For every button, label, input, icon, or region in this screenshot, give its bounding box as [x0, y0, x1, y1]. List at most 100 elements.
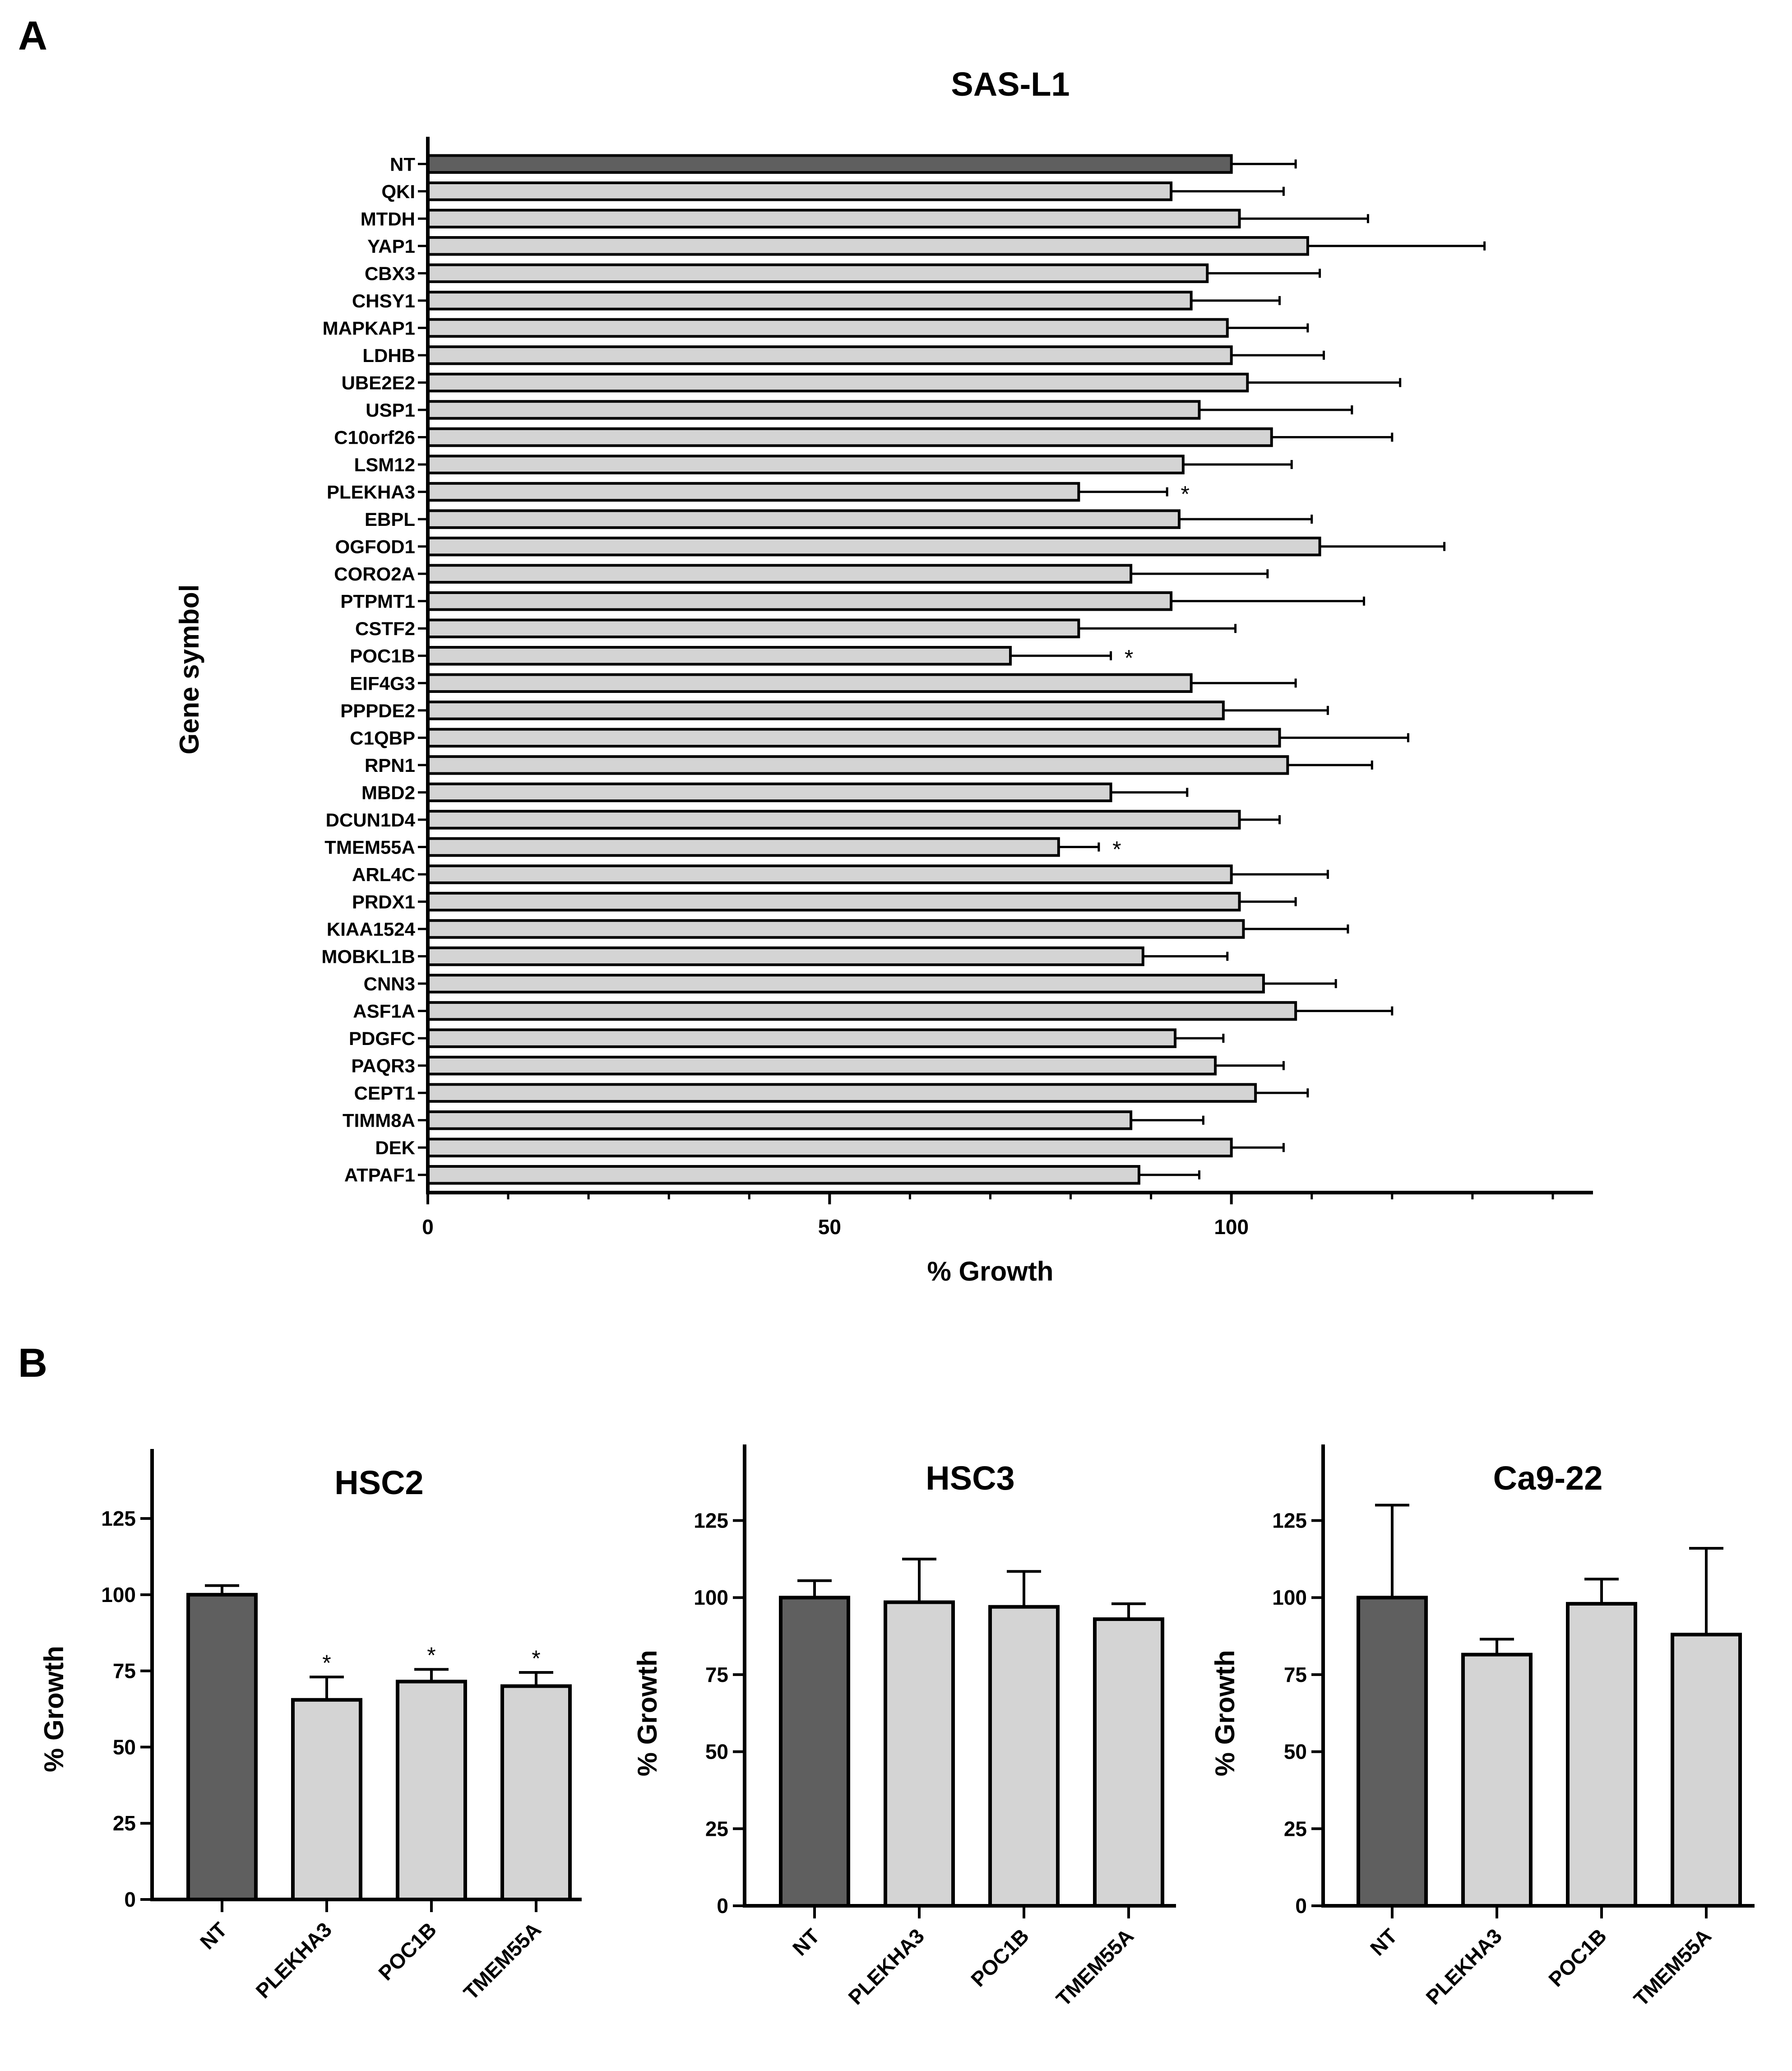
- bar-eif4g3: [426, 673, 1193, 693]
- x-tick-label-poc1b: POC1B: [374, 1918, 441, 1985]
- chart-title: HSC3: [926, 1459, 1014, 1497]
- bar-cbx3: [426, 263, 1209, 283]
- gene-label-cbx3: CBX3: [365, 263, 415, 284]
- bar-poc1b: [988, 1605, 1060, 1908]
- chart-title: SAS-L1: [951, 65, 1070, 103]
- y-tick-label: 75: [705, 1663, 728, 1686]
- y-tick-label: 50: [113, 1735, 136, 1759]
- x-tick-label-nt: NT: [1366, 1924, 1402, 1960]
- bar-plekha3: [884, 1600, 955, 1908]
- gene-label-ogfod1: OGFOD1: [335, 536, 415, 557]
- chart-hsc3: HSC3 NT PLEKHA3 POC1B TMEM55A 0 25 50 75 100 125 % …: [632, 1444, 1176, 2011]
- gene-label-c1qbp: C1QBP: [350, 727, 415, 748]
- x-tick-label-poc1b: POC1B: [966, 1924, 1033, 1991]
- bar-mbd2: [426, 782, 1112, 803]
- x-tick-label: 100: [1214, 1215, 1249, 1239]
- bar-ube2e2: [426, 372, 1249, 393]
- bar-ogfod1: [426, 536, 1321, 557]
- bar-mtdh: [426, 209, 1241, 229]
- bar-plekha3: [291, 1698, 362, 1901]
- gene-label-qki: QKI: [381, 181, 415, 202]
- x-tick-label-tmem55a: TMEM55A: [1051, 1924, 1138, 2011]
- x-axis-title: % Growth: [927, 1256, 1053, 1286]
- y-axis-title: % Growth: [39, 1646, 69, 1772]
- bar-c10orf26: [426, 427, 1273, 447]
- bar-prdx1: [426, 892, 1241, 912]
- panel-b-label: B: [18, 1341, 47, 1386]
- gene-label-cnn3: CNN3: [364, 973, 415, 994]
- bar-atpaf1: [426, 1165, 1140, 1185]
- gene-label-eif4g3: EIF4G3: [350, 673, 415, 694]
- gene-label-ebpl: EBPL: [365, 509, 415, 530]
- bar-cnn3: [426, 974, 1265, 994]
- bar-c1qbp: [426, 728, 1281, 748]
- gene-label-nt: NT: [390, 153, 415, 175]
- gene-label-ube2e2: UBE2E2: [342, 372, 415, 393]
- panel-a-label: A: [18, 14, 47, 59]
- bar-poc1b: [426, 645, 1012, 666]
- gene-label-cstf2: CSTF2: [355, 618, 415, 639]
- bar-ldhb: [426, 345, 1233, 365]
- gene-label-prdx1: PRDX1: [352, 891, 415, 912]
- bar-yap1: [426, 236, 1309, 256]
- y-axis-title: % Growth: [632, 1650, 662, 1776]
- significance-marker: *: [322, 1650, 331, 1676]
- significance-marker: *: [532, 1646, 540, 1671]
- bar-usp1: [426, 400, 1201, 420]
- gene-label-poc1b: POC1B: [350, 645, 415, 667]
- bar-coro2a: [426, 564, 1133, 584]
- x-tick-label-plekha3: PLEKHA3: [843, 1924, 929, 2009]
- gene-label-mbd2: MBD2: [361, 782, 415, 803]
- gene-label-coro2a: CORO2A: [334, 563, 415, 585]
- x-tick-label-tmem55a: TMEM55A: [1629, 1924, 1716, 2011]
- gene-label-cept1: CEPT1: [354, 1082, 415, 1104]
- gene-label-rpn1: RPN1: [365, 755, 415, 776]
- significance-marker: *: [427, 1643, 435, 1668]
- y-axis-title: Gene symbol: [174, 585, 204, 755]
- bar-paqr3: [426, 1055, 1217, 1076]
- chart-sas-l1: SAS-L1 NT QKI MTDH YAP1 CBX3 CHSY1 MAPKAP1 LDHB U…: [174, 65, 1593, 1286]
- significance-marker: *: [1125, 645, 1133, 671]
- y-tick-label: 25: [113, 1811, 136, 1835]
- chart-title: HSC2: [334, 1464, 423, 1501]
- bar-plekha3: [1461, 1653, 1533, 1908]
- y-tick-label: 50: [1284, 1740, 1307, 1764]
- y-axis-title: % Growth: [1210, 1650, 1240, 1776]
- bar-ebpl: [426, 509, 1181, 529]
- gene-label-tmem55a: TMEM55A: [324, 836, 415, 858]
- y-tick-label: 25: [705, 1817, 728, 1840]
- bar-dcun1d4: [426, 810, 1241, 830]
- y-tick-label: 125: [1272, 1509, 1307, 1532]
- y-tick-label: 25: [1284, 1817, 1307, 1840]
- bar-mobkl1b: [426, 946, 1144, 966]
- bar-asf1a: [426, 1001, 1297, 1021]
- bar-nt: [426, 154, 1233, 174]
- x-tick-label-poc1b: POC1B: [1544, 1924, 1611, 1991]
- gene-label-c10orf26: C10orf26: [334, 427, 415, 448]
- bar-nt: [186, 1593, 258, 1902]
- gene-label-kiaa1524: KIAA1524: [327, 919, 416, 940]
- y-tick-label: 125: [101, 1507, 136, 1530]
- gene-label-pppde2: PPPDE2: [340, 700, 415, 721]
- bar-cept1: [426, 1083, 1257, 1103]
- bar-nt: [779, 1596, 850, 1908]
- x-tick-label: 50: [818, 1215, 841, 1239]
- y-tick-label: 100: [101, 1583, 136, 1607]
- chart-title: Ca9-22: [1493, 1459, 1603, 1497]
- gene-label-plekha3: PLEKHA3: [327, 482, 415, 503]
- gene-label-pdgfc: PDGFC: [349, 1028, 415, 1049]
- gene-label-asf1a: ASF1A: [353, 1001, 415, 1022]
- x-tick-label-nt: NT: [788, 1924, 824, 1960]
- y-tick-label: 100: [1272, 1586, 1307, 1609]
- bar-tmem55a: [500, 1684, 572, 1902]
- x-tick-label-nt: NT: [195, 1918, 232, 1954]
- bar-arl4c: [426, 864, 1233, 884]
- bar-timm8a: [426, 1110, 1133, 1130]
- x-tick-label: 0: [422, 1215, 434, 1239]
- y-tick-label: 75: [1284, 1663, 1307, 1686]
- bar-poc1b: [396, 1680, 467, 1901]
- gene-label-mapkap1: MAPKAP1: [323, 317, 415, 339]
- bar-chsy1: [426, 291, 1193, 311]
- bar-lsm12: [426, 455, 1185, 474]
